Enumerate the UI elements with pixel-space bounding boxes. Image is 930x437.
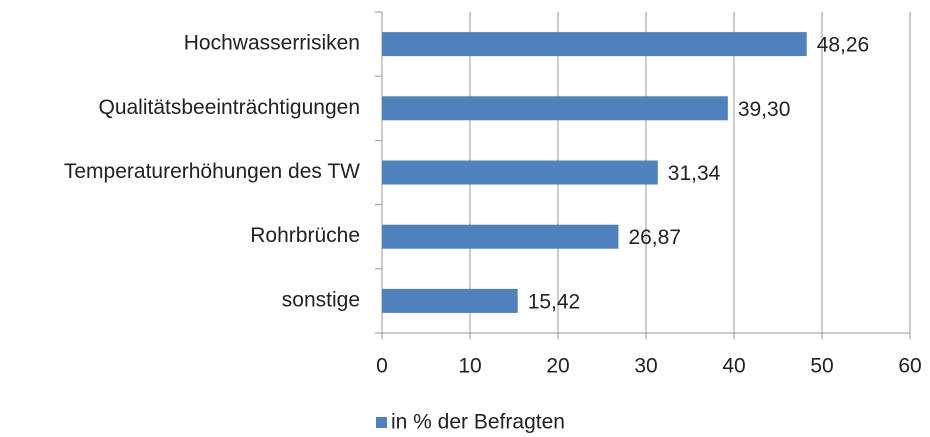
x-tick-label: 60 — [898, 355, 921, 378]
x-tick-label: 20 — [546, 355, 569, 378]
value-label: 48,26 — [817, 34, 870, 57]
value-label: 15,42 — [528, 290, 581, 313]
y-tick-label: Temperaturerhöhungen des TW — [64, 160, 360, 183]
bar — [382, 224, 619, 249]
x-tick-label: 50 — [810, 355, 833, 378]
value-label: 31,34 — [668, 162, 721, 185]
x-tick-label: 40 — [722, 355, 745, 378]
value-label: 26,87 — [628, 226, 681, 249]
y-tick-label: Rohrbrüche — [250, 224, 360, 247]
x-tick-label: 10 — [458, 355, 481, 378]
legend-swatch — [376, 417, 387, 428]
bar — [382, 96, 728, 121]
y-tick-label: Qualitätsbeeinträchtigungen — [98, 96, 360, 119]
x-tick-label: 0 — [376, 355, 388, 378]
y-tick-label: Hochwasserrisiken — [184, 32, 360, 55]
bar — [382, 160, 658, 185]
legend-label: in % der Befragten — [391, 411, 565, 434]
value-label: 39,30 — [738, 98, 791, 121]
bar — [382, 32, 807, 57]
bar — [382, 288, 518, 313]
y-tick-label: sonstige — [282, 288, 360, 311]
x-tick-label: 30 — [634, 355, 657, 378]
